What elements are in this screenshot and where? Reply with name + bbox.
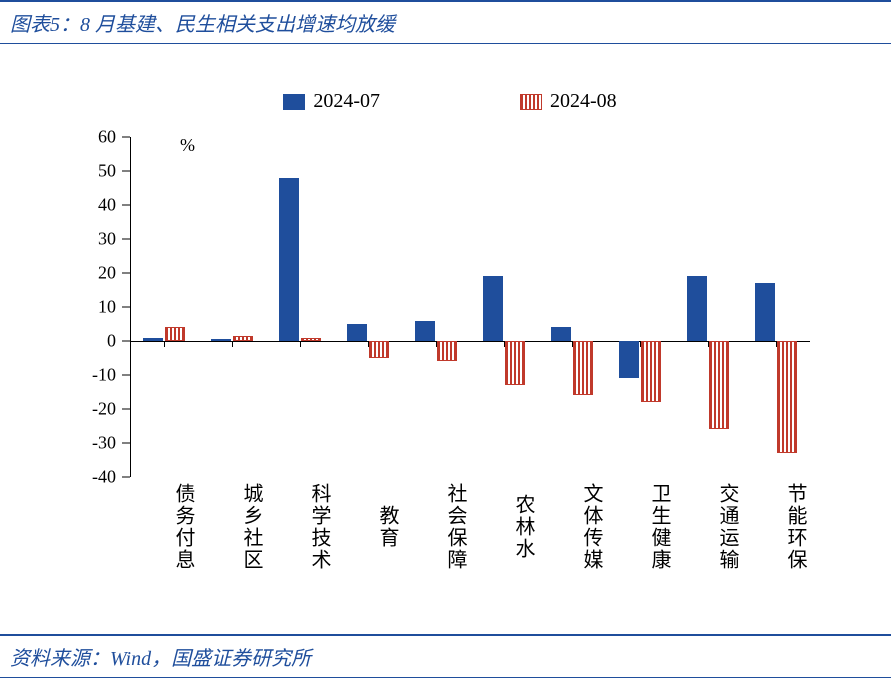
bar <box>641 341 661 402</box>
bar-groups <box>130 137 810 477</box>
x-tick-mark <box>504 341 505 347</box>
bar <box>347 324 367 341</box>
x-axis-label: 债务付息 <box>130 483 198 571</box>
plot-area: % 6050403020100-10-20-30-40 <box>130 137 810 477</box>
x-axis-label: 卫生健康 <box>606 483 674 571</box>
x-tick-mark <box>368 341 369 347</box>
bar-group <box>198 137 266 477</box>
y-tick-mark <box>122 239 130 240</box>
x-tick-mark <box>640 341 641 347</box>
bar <box>505 341 525 385</box>
y-tick-label: 10 <box>66 297 116 318</box>
chart-container: 2024-07 2024-08 % 6050403020100-10-20-30-… <box>60 90 840 570</box>
bar <box>709 341 729 429</box>
y-tick-mark <box>122 273 130 274</box>
y-tick-mark <box>122 341 130 342</box>
x-tick-mark <box>300 341 301 347</box>
y-tick-label: 20 <box>66 263 116 284</box>
x-axis-label: 农林水 <box>470 483 538 571</box>
legend-label: 2024-08 <box>550 90 617 113</box>
bar <box>551 327 571 341</box>
y-tick-label: 50 <box>66 161 116 182</box>
x-tick-mark <box>436 341 437 347</box>
bar <box>279 178 299 341</box>
y-tick-label: 0 <box>66 331 116 352</box>
x-tick-mark <box>776 341 777 347</box>
chart-title-bar: 图表5：8 月基建、民生相关支出增速均放缓 <box>0 0 891 44</box>
bar-group <box>674 137 742 477</box>
y-tick-label: 60 <box>66 127 116 148</box>
y-tick-label: -40 <box>66 467 116 488</box>
chart-title: 图表5：8 月基建、民生相关支出增速均放缓 <box>10 14 395 36</box>
bar <box>687 276 707 341</box>
bar <box>483 276 503 341</box>
bar-group <box>742 137 810 477</box>
x-axis-label: 社会保障 <box>402 483 470 571</box>
x-tick-mark <box>708 341 709 347</box>
x-tick-mark <box>232 341 233 347</box>
x-axis-label: 教育 <box>334 483 402 571</box>
y-tick-label: 40 <box>66 195 116 216</box>
y-tick-label: 30 <box>66 229 116 250</box>
x-axis-label: 科学技术 <box>266 483 334 571</box>
y-tick-label: -30 <box>66 433 116 454</box>
bar-group <box>334 137 402 477</box>
x-axis-label: 文体传媒 <box>538 483 606 571</box>
y-tick-mark <box>122 409 130 410</box>
y-tick-mark <box>122 443 130 444</box>
chart-footer: 资料来源：Wind，国盛证券研究所 <box>10 648 311 670</box>
bar-group <box>130 137 198 477</box>
x-axis-label: 节能环保 <box>742 483 810 571</box>
y-tick-mark <box>122 205 130 206</box>
y-tick-label: -20 <box>66 399 116 420</box>
bar-group <box>470 137 538 477</box>
y-tick-mark <box>122 375 130 376</box>
y-tick-label: -10 <box>66 365 116 386</box>
x-axis-labels: 债务付息城乡社区科学技术教育社会保障农林水文体传媒卫生健康交通运输节能环保 <box>130 483 810 571</box>
y-tick-mark <box>122 307 130 308</box>
bar-group <box>538 137 606 477</box>
y-tick-mark <box>122 477 130 478</box>
chart-footer-bar: 资料来源：Wind，国盛证券研究所 <box>0 634 891 678</box>
x-axis-label: 城乡社区 <box>198 483 266 571</box>
x-tick-marks <box>130 341 810 347</box>
legend-item: 2024-07 <box>283 90 380 113</box>
bar-group <box>606 137 674 477</box>
x-tick-mark <box>164 341 165 347</box>
y-axis: 6050403020100-10-20-30-40 <box>122 137 130 477</box>
legend: 2024-07 2024-08 <box>60 90 840 113</box>
legend-swatch <box>520 94 542 110</box>
bar <box>777 341 797 453</box>
x-axis-label: 交通运输 <box>674 483 742 571</box>
bar <box>165 327 185 341</box>
bar-group <box>402 137 470 477</box>
y-tick-mark <box>122 171 130 172</box>
legend-swatch <box>283 94 305 110</box>
y-tick-mark <box>122 137 130 138</box>
x-tick-mark <box>572 341 573 347</box>
legend-label: 2024-07 <box>313 90 380 113</box>
bar <box>573 341 593 395</box>
bar <box>415 321 435 341</box>
bar <box>755 283 775 341</box>
legend-item: 2024-08 <box>520 90 617 113</box>
bar-group <box>266 137 334 477</box>
